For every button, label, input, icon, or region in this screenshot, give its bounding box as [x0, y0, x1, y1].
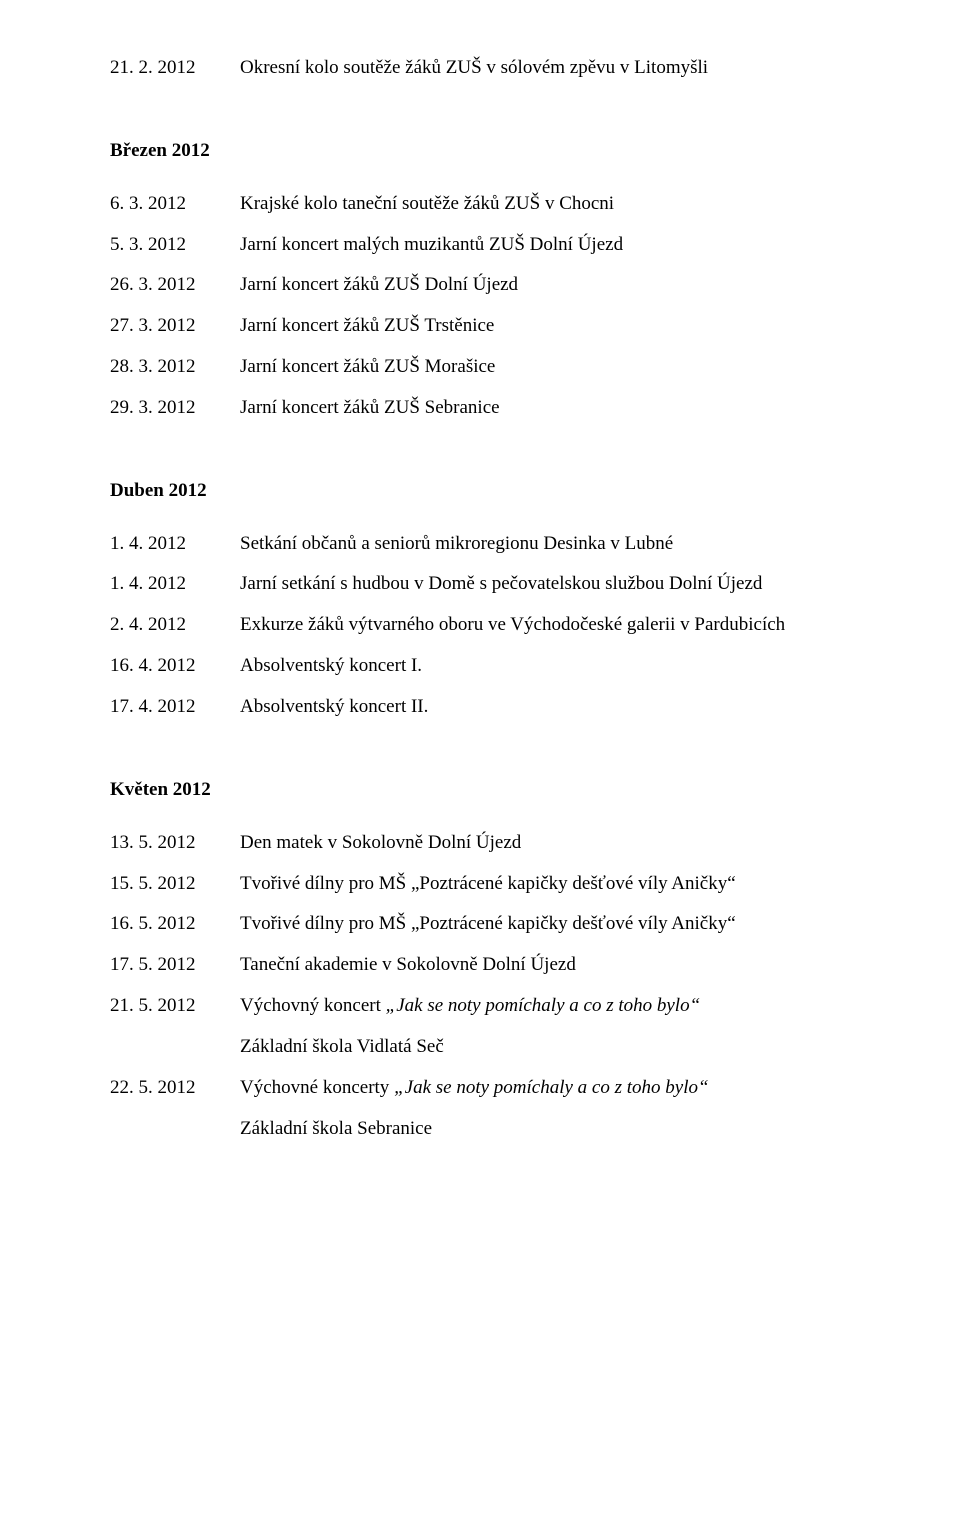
event-desc-italic: „Jak se noty pomíchaly a co z toho bylo“ [394, 1077, 709, 1098]
event-desc: Exkurze žáků výtvarného oboru ve Východo… [240, 605, 850, 646]
event-date: 13. 5. 2012 [110, 823, 240, 864]
event-desc: Výchovné koncerty „Jak se noty pomíchaly… [240, 1068, 850, 1109]
event-desc: Setkání občanů a seniorů mikroregionu De… [240, 524, 850, 565]
event-desc-prefix: Výchovné koncerty [240, 1077, 394, 1098]
event-desc: Tvořivé dílny pro MŠ „Poztrácené kapičky… [240, 864, 850, 905]
event-desc: Taneční akademie v Sokolovně Dolní Újezd [240, 945, 850, 986]
event-desc: Krajské kolo taneční soutěže žáků ZUŠ v … [240, 184, 850, 225]
section-heading-brezen: Březen 2012 [110, 131, 850, 172]
event-desc-line2: Základní škola Vidlatá Seč [110, 1027, 850, 1068]
event-date: 22. 5. 2012 [110, 1068, 240, 1109]
event-date: 27. 3. 2012 [110, 306, 240, 347]
event-desc-prefix: Výchovný koncert [240, 995, 386, 1016]
event-desc: Den matek v Sokolovně Dolní Újezd [240, 823, 850, 864]
event-entry: 22. 5. 2012 Výchovné koncerty „Jak se no… [110, 1068, 850, 1109]
event-entry: 5. 3. 2012 Jarní koncert malých muzikant… [110, 225, 850, 266]
event-desc: Okresní kolo soutěže žáků ZUŠ v sólovém … [240, 48, 850, 89]
event-date: 29. 3. 2012 [110, 388, 240, 429]
event-date: 2. 4. 2012 [110, 605, 240, 646]
event-date: 21. 5. 2012 [110, 986, 240, 1027]
event-entry: 17. 5. 2012 Taneční akademie v Sokolovně… [110, 945, 850, 986]
event-date: 16. 4. 2012 [110, 646, 240, 687]
event-entry: 13. 5. 2012 Den matek v Sokolovně Dolní … [110, 823, 850, 864]
event-date: 17. 4. 2012 [110, 687, 240, 728]
event-desc: Jarní koncert žáků ZUŠ Dolní Újezd [240, 265, 850, 306]
event-entry: 2. 4. 2012 Exkurze žáků výtvarného oboru… [110, 605, 850, 646]
event-date: 1. 4. 2012 [110, 564, 240, 605]
event-desc: Výchovný koncert „Jak se noty pomíchaly … [240, 986, 850, 1027]
event-desc-italic: „Jak se noty pomíchaly a co z toho bylo“ [386, 995, 701, 1016]
event-date: 15. 5. 2012 [110, 864, 240, 905]
event-entry: 26. 3. 2012 Jarní koncert žáků ZUŠ Dolní… [110, 265, 850, 306]
event-entry: 27. 3. 2012 Jarní koncert žáků ZUŠ Trstě… [110, 306, 850, 347]
event-date: 26. 3. 2012 [110, 265, 240, 306]
event-date: 16. 5. 2012 [110, 904, 240, 945]
event-entry: 1. 4. 2012 Setkání občanů a seniorů mikr… [110, 524, 850, 565]
event-entry: 17. 4. 2012 Absolventský koncert II. [110, 687, 850, 728]
event-entry: 15. 5. 2012 Tvořivé dílny pro MŠ „Poztrá… [110, 864, 850, 905]
event-date: 6. 3. 2012 [110, 184, 240, 225]
event-desc: Jarní koncert žáků ZUŠ Trstěnice [240, 306, 850, 347]
event-desc: Jarní koncert žáků ZUŠ Morašice [240, 347, 850, 388]
event-desc: Jarní koncert malých muzikantů ZUŠ Dolní… [240, 225, 850, 266]
event-date: 17. 5. 2012 [110, 945, 240, 986]
event-entry: 28. 3. 2012 Jarní koncert žáků ZUŠ Moraš… [110, 347, 850, 388]
event-desc: Absolventský koncert II. [240, 687, 850, 728]
event-desc: Jarní koncert žáků ZUŠ Sebranice [240, 388, 850, 429]
event-desc: Absolventský koncert I. [240, 646, 850, 687]
event-entry: 21. 5. 2012 Výchovný koncert „Jak se not… [110, 986, 850, 1027]
event-desc-line2: Základní škola Sebranice [110, 1109, 850, 1150]
event-entry: 29. 3. 2012 Jarní koncert žáků ZUŠ Sebra… [110, 388, 850, 429]
event-entry: 1. 4. 2012 Jarní setkání s hudbou v Domě… [110, 564, 850, 605]
event-entry: 21. 2. 2012 Okresní kolo soutěže žáků ZU… [110, 48, 850, 89]
event-date: 5. 3. 2012 [110, 225, 240, 266]
event-desc: Jarní setkání s hudbou v Domě s pečovate… [240, 564, 850, 605]
event-desc: Tvořivé dílny pro MŠ „Poztrácené kapičky… [240, 904, 850, 945]
section-heading-kveten: Květen 2012 [110, 770, 850, 811]
event-date: 21. 2. 2012 [110, 48, 240, 89]
event-entry: 16. 4. 2012 Absolventský koncert I. [110, 646, 850, 687]
event-date: 1. 4. 2012 [110, 524, 240, 565]
event-entry: 16. 5. 2012 Tvořivé dílny pro MŠ „Poztrá… [110, 904, 850, 945]
event-entry: 6. 3. 2012 Krajské kolo taneční soutěže … [110, 184, 850, 225]
event-date: 28. 3. 2012 [110, 347, 240, 388]
section-heading-duben: Duben 2012 [110, 471, 850, 512]
